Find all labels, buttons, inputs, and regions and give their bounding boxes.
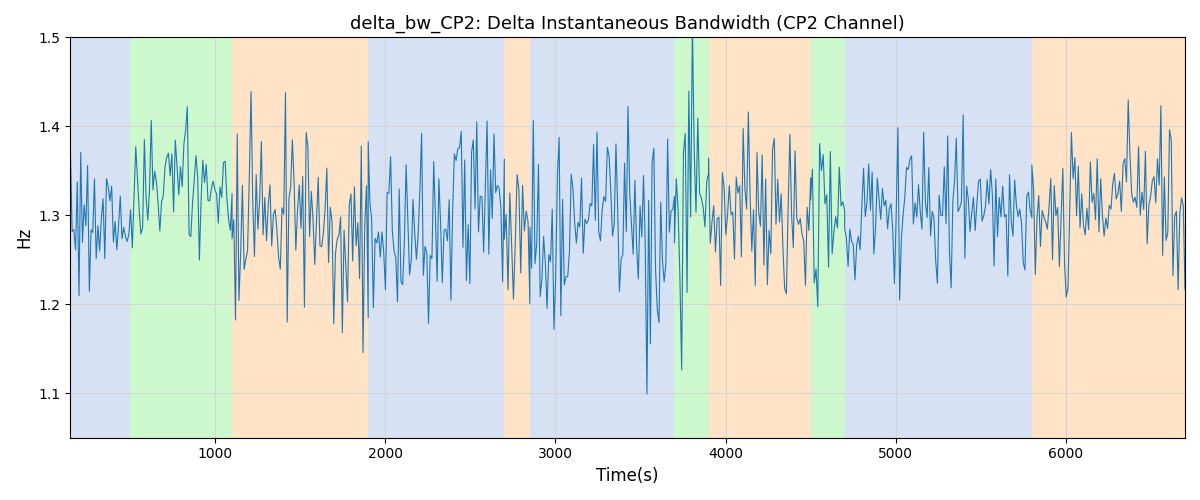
Y-axis label: Hz: Hz (14, 227, 32, 248)
Title: delta_bw_CP2: Delta Instantaneous Bandwidth (CP2 Channel): delta_bw_CP2: Delta Instantaneous Bandwi… (350, 15, 905, 34)
Bar (1032, 38, 1074, 438)
Bar (1074, 38, 1186, 438)
Bar (811, 38, 845, 438)
Bar (708, 38, 811, 438)
Bar (845, 38, 1032, 438)
Bar (232, 38, 368, 438)
Bar (504, 38, 530, 438)
X-axis label: Time(s): Time(s) (596, 467, 659, 485)
Bar (368, 38, 504, 438)
Bar (674, 38, 708, 438)
Bar (530, 38, 674, 438)
Bar (130, 38, 232, 438)
Bar (71, 38, 130, 438)
